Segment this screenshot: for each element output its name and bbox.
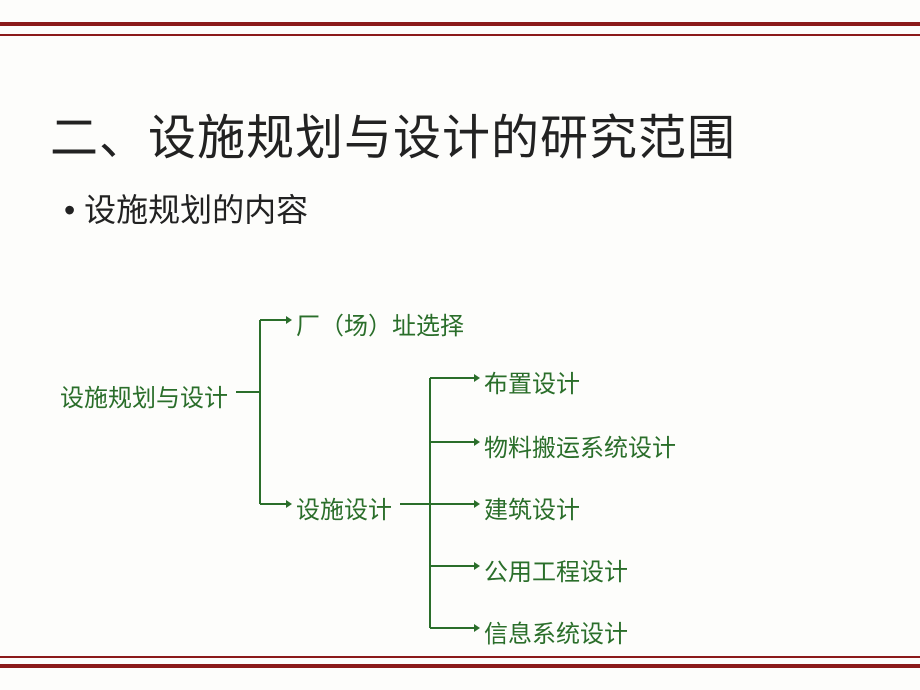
tree-connector-svg xyxy=(0,0,920,690)
slide: 二、设施规划与设计的研究范围 设施规划的内容 设施规划与设计 厂（场）址选择 设… xyxy=(0,0,920,690)
